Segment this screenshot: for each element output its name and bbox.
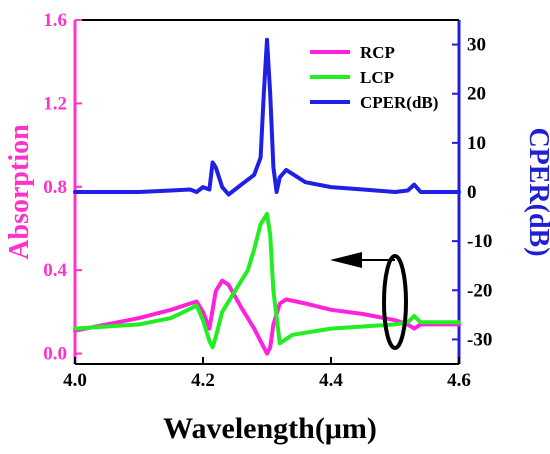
legend-label-rcp: RCP	[360, 43, 395, 62]
y-left-axis-title: Absorption	[4, 124, 35, 260]
series-line-lcp	[73, 211, 461, 350]
annotation-arrowhead	[330, 252, 362, 268]
y-left-tick-label: 0.4	[43, 260, 67, 281]
y-right-tick-label: 10	[467, 133, 486, 154]
y-right-tick-label: -30	[467, 329, 492, 350]
x-tick-label: 4.2	[191, 370, 215, 391]
y-left-tick-label: 0.0	[43, 344, 67, 365]
annotation-ellipse	[382, 254, 408, 350]
series-layer	[73, 37, 461, 356]
legend: RCP LCP CPER(dB)	[310, 43, 438, 112]
legend-label-cper: CPER(dB)	[360, 93, 438, 112]
y-right-tick-label: 30	[467, 35, 486, 56]
legend-label-lcp: LCP	[360, 68, 394, 87]
y-right-tick-label: 0	[467, 182, 477, 203]
x-tick-label: 4.4	[319, 370, 343, 391]
y-left-tick-label: 1.2	[43, 93, 67, 114]
y-right-tick-label: -20	[467, 280, 492, 301]
series-line-cper-db	[73, 37, 461, 197]
x-axis-title: Wavelength(μm)	[163, 412, 377, 445]
y-right-axis-title: CPER(dB)	[523, 127, 550, 256]
x-tick-label: 4.6	[447, 370, 471, 391]
y-right-tick-label: 20	[467, 84, 486, 105]
y-left-tick-label: 1.6	[43, 10, 67, 31]
x-tick-label: 4.0	[63, 370, 87, 391]
y-left-tick-label: 0.8	[43, 177, 67, 198]
y-right-tick-label: -10	[467, 231, 492, 252]
ticks-layer: 4.0 4.2 4.4 4.6 0.0 0.4 0.8 1.2 1.6 -30 -20 -10 0 10 2…	[43, 10, 492, 391]
axis-indicator-annotation	[330, 252, 408, 350]
